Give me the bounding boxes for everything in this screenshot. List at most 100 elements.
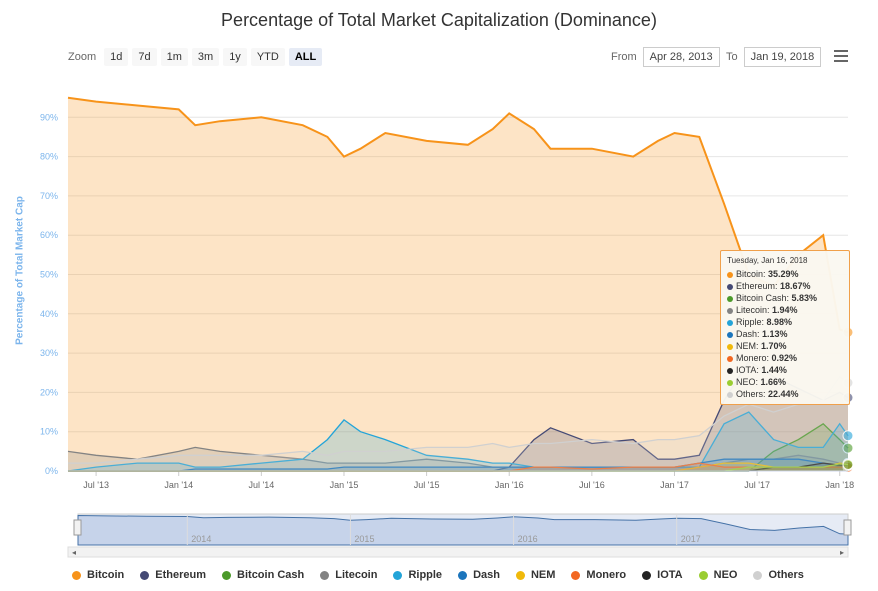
zoom-bar: Zoom 1d 7d 1m 3m 1y YTD ALL bbox=[68, 48, 323, 66]
legend-marker-icon bbox=[698, 570, 708, 580]
chart-menu-icon[interactable] bbox=[834, 50, 848, 65]
series-area-dash bbox=[68, 459, 848, 471]
legend-marker-icon bbox=[642, 570, 652, 580]
scrollbar-right-arrow[interactable]: ▸ bbox=[840, 548, 844, 557]
x-tick-label: Jan '15 bbox=[330, 480, 359, 490]
tooltip-marker-icon bbox=[727, 391, 733, 398]
tooltip-row: Dash: 1.13% bbox=[727, 328, 843, 340]
chart-title: Percentage of Total Market Capitalizatio… bbox=[221, 10, 657, 30]
legend-label: Monero bbox=[586, 569, 627, 581]
tooltip-series-name: NEO: bbox=[736, 377, 761, 387]
legend-label: NEO bbox=[713, 569, 738, 581]
x-tick-label: Jan '14 bbox=[164, 480, 193, 490]
tooltip-series-value: 18.67% bbox=[780, 281, 811, 291]
x-tick-label: Jan '16 bbox=[495, 480, 524, 490]
legend-item-monero[interactable]: Monero bbox=[571, 569, 626, 581]
x-tick-label: Jul '16 bbox=[579, 480, 605, 490]
point-bitcoin-cash bbox=[842, 442, 854, 454]
tooltip-row: Ethereum: 18.67% bbox=[727, 280, 843, 292]
legend-item-iota[interactable]: IOTA bbox=[642, 569, 683, 581]
x-tick-label: Jul '13 bbox=[83, 480, 109, 490]
tooltip-series-name: NEM: bbox=[736, 341, 762, 351]
tooltip-series-value: 1.44% bbox=[761, 365, 787, 375]
point-ripple bbox=[842, 430, 854, 442]
series-area-neo bbox=[68, 463, 848, 471]
x-tick-label: Jul '17 bbox=[744, 480, 770, 490]
tooltip-row: Ripple: 8.98% bbox=[727, 316, 843, 328]
series-area-nem bbox=[68, 463, 848, 471]
tooltip-row: IOTA: 1.44% bbox=[727, 364, 843, 376]
series-line-dash bbox=[68, 458, 849, 472]
tooltip-series-value: 8.98% bbox=[766, 317, 793, 327]
tooltip-series-value: 1.94% bbox=[772, 305, 798, 315]
y-tick-label: 80% bbox=[40, 152, 58, 162]
legend-marker-icon bbox=[320, 570, 330, 580]
zoom-ytd-button[interactable]: YTD bbox=[250, 48, 285, 66]
y-tick-label: 0% bbox=[45, 466, 58, 476]
range-to: To Jan 19, 2018 bbox=[726, 47, 822, 67]
legend-marker-icon bbox=[393, 570, 403, 580]
tooltip-row: Bitcoin Cash: 5.83% bbox=[727, 292, 843, 304]
tooltip-series-name: Ethereum: bbox=[736, 281, 781, 291]
tooltip-marker-icon bbox=[727, 367, 733, 374]
series-area-litecoin bbox=[68, 447, 848, 471]
tooltip-series-value: 1.66% bbox=[760, 377, 787, 387]
legend-item-nem[interactable]: NEM bbox=[515, 569, 556, 581]
legend-label: NEM bbox=[530, 569, 556, 581]
range-from: From Apr 28, 2013 bbox=[611, 47, 720, 67]
scrollbar[interactable] bbox=[67, 546, 849, 558]
legend-item-litecoin[interactable]: Litecoin bbox=[320, 569, 377, 581]
tooltip-marker-icon bbox=[727, 319, 733, 326]
to-label: To bbox=[726, 51, 738, 63]
navigator-right-handle[interactable] bbox=[843, 519, 852, 536]
tooltip-series-name: Dash: bbox=[736, 329, 763, 339]
legend-marker-icon bbox=[140, 570, 150, 580]
legend-marker-icon bbox=[753, 570, 763, 580]
tooltip-marker-icon bbox=[727, 307, 733, 314]
tooltip-marker-icon bbox=[727, 271, 733, 278]
legend-item-neo[interactable]: NEO bbox=[698, 569, 738, 581]
from-label: From bbox=[611, 51, 637, 63]
tooltip-row: NEM: 1.70% bbox=[727, 340, 843, 352]
tooltip-series-value: 22.44% bbox=[768, 389, 799, 399]
legend-item-others[interactable]: Others bbox=[753, 569, 804, 581]
legend-item-ripple[interactable]: Ripple bbox=[393, 569, 442, 581]
legend-item-bitcoin[interactable]: Bitcoin bbox=[72, 569, 124, 581]
point-neo bbox=[842, 458, 854, 470]
tooltip-series-name: Others: bbox=[736, 389, 769, 399]
tooltip-marker-icon bbox=[727, 331, 733, 338]
legend-label: Others bbox=[768, 569, 804, 581]
zoom-1m-button[interactable]: 1m bbox=[160, 48, 188, 66]
legend-marker-icon bbox=[458, 570, 468, 580]
to-date-input[interactable]: Jan 19, 2018 bbox=[743, 47, 822, 67]
legend-item-bitcoin-cash[interactable]: Bitcoin Cash bbox=[222, 569, 304, 581]
zoom-1d-button[interactable]: 1d bbox=[104, 48, 129, 66]
legend-label: Ethereum bbox=[155, 569, 207, 581]
tooltip-series-name: Bitcoin Cash: bbox=[736, 293, 792, 303]
tooltip-marker-icon bbox=[727, 295, 733, 302]
tooltip-series-value: 0.92% bbox=[771, 353, 798, 363]
legend-item-dash[interactable]: Dash bbox=[458, 569, 500, 581]
zoom-3m-button[interactable]: 3m bbox=[191, 48, 220, 66]
zoom-all-button[interactable]: ALL bbox=[288, 48, 323, 66]
y-tick-label: 20% bbox=[40, 387, 58, 397]
y-tick-label: 60% bbox=[40, 230, 58, 240]
y-tick-label: 40% bbox=[40, 309, 58, 319]
navigator-year-label: 2014 bbox=[191, 534, 211, 544]
from-date-input[interactable]: Apr 28, 2013 bbox=[642, 47, 720, 67]
tooltip-series-value: 35.29% bbox=[768, 269, 799, 279]
series-area-bitcoin bbox=[68, 97, 848, 471]
zoom-7d-button[interactable]: 7d bbox=[132, 48, 157, 66]
y-tick-label: 30% bbox=[40, 348, 58, 358]
tooltip-series-value: 1.70% bbox=[761, 341, 787, 351]
tooltip-series-name: Litecoin: bbox=[736, 305, 773, 315]
series-area-ethereum bbox=[68, 361, 848, 471]
navigator-left-handle[interactable] bbox=[73, 519, 82, 536]
y-tick-label: 90% bbox=[40, 112, 58, 122]
series-area-monero bbox=[68, 463, 848, 471]
legend-item-ethereum[interactable]: Ethereum bbox=[140, 569, 206, 581]
y-tick-label: 10% bbox=[40, 427, 58, 437]
zoom-1y-button[interactable]: 1y bbox=[223, 48, 247, 66]
scrollbar-left-arrow[interactable]: ◂ bbox=[72, 548, 76, 557]
legend-label: Bitcoin bbox=[87, 569, 125, 581]
